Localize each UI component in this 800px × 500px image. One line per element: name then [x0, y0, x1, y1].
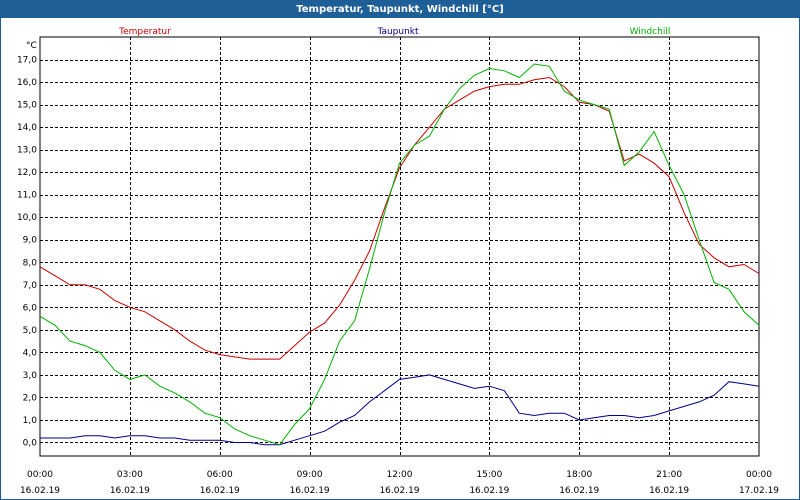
x-tick-date-label: 16.02.19: [649, 486, 689, 496]
x-tick-date-label: 16.02.19: [469, 486, 509, 496]
y-tick-label: 14,0: [17, 123, 37, 133]
y-tick-label: 16,0: [17, 78, 37, 88]
y-tick-label: 13,0: [17, 146, 37, 156]
series-line-windchill: [39, 63, 760, 446]
y-axis-labels: 0,0 1,0 2,0 3,0 4,0 5,0 6,0 7,0 8,0 9,0 10,0 11,0 12…: [17, 56, 37, 449]
y-tick-label: 10,0: [17, 213, 37, 223]
y-tick-label: 9,0: [23, 236, 38, 246]
x-tick-time-label: 00:00: [746, 470, 772, 480]
y-axis-unit-label: °C: [26, 41, 37, 51]
y-tick-label: 1,0: [23, 416, 38, 426]
x-tick-date-label: 17.02.19: [739, 486, 779, 496]
x-tick-time-label: 06:00: [207, 470, 233, 480]
legend-temperatur: Temperatur: [118, 27, 171, 37]
x-tick-time-label: 00:00: [27, 470, 53, 480]
y-tick-label: 6,0: [23, 303, 38, 313]
legend-windchill: Windchill: [630, 27, 671, 37]
series-line-taupunkt: [40, 374, 760, 446]
y-tick-label: 12,0: [17, 168, 37, 178]
x-tick-time-label: 12:00: [387, 470, 413, 480]
y-tick-label: 8,0: [23, 258, 38, 268]
x-tick-date-label: 16.02.19: [290, 486, 330, 496]
y-tick-label: 5,0: [23, 326, 38, 336]
chart-title-bar: Temperatur, Taupunkt, Windchill [°C]: [1, 1, 799, 18]
y-tick-label: 0,0: [23, 438, 38, 448]
x-tick-date-label: 16.02.19: [110, 486, 150, 496]
y-tick-label: 3,0: [23, 371, 38, 381]
x-tick-time-label: 18:00: [566, 470, 592, 480]
x-axis-labels: 00:00 16.02.19 03:00 16.02.19 06:00 16.02.19 0…: [20, 470, 779, 496]
y-tick-label: 11,0: [17, 191, 37, 201]
y-tick-label: 15,0: [17, 101, 37, 111]
x-tick-date-label: 16.02.19: [379, 486, 419, 496]
x-tick-date-label: 16.02.19: [20, 486, 60, 496]
x-tick-time-label: 21:00: [656, 470, 682, 480]
y-tick-label: 7,0: [23, 281, 38, 291]
x-tick-time-label: 03:00: [117, 470, 143, 480]
series-line-temperatur: [39, 76, 760, 360]
grid-lines: [40, 37, 759, 456]
x-tick-date-label: 16.02.19: [200, 486, 240, 496]
y-tick-label: 2,0: [23, 393, 38, 403]
y-tick-label: 4,0: [23, 348, 38, 358]
x-tick-date-label: 16.02.19: [559, 486, 599, 496]
plot-area: [39, 36, 760, 457]
y-tick-label: 17,0: [17, 56, 37, 66]
legend-taupunkt: Taupunkt: [376, 27, 419, 37]
data-series: [39, 63, 760, 446]
x-tick-time-label: 15:00: [476, 470, 502, 480]
x-tick-time-label: 09:00: [297, 470, 323, 480]
